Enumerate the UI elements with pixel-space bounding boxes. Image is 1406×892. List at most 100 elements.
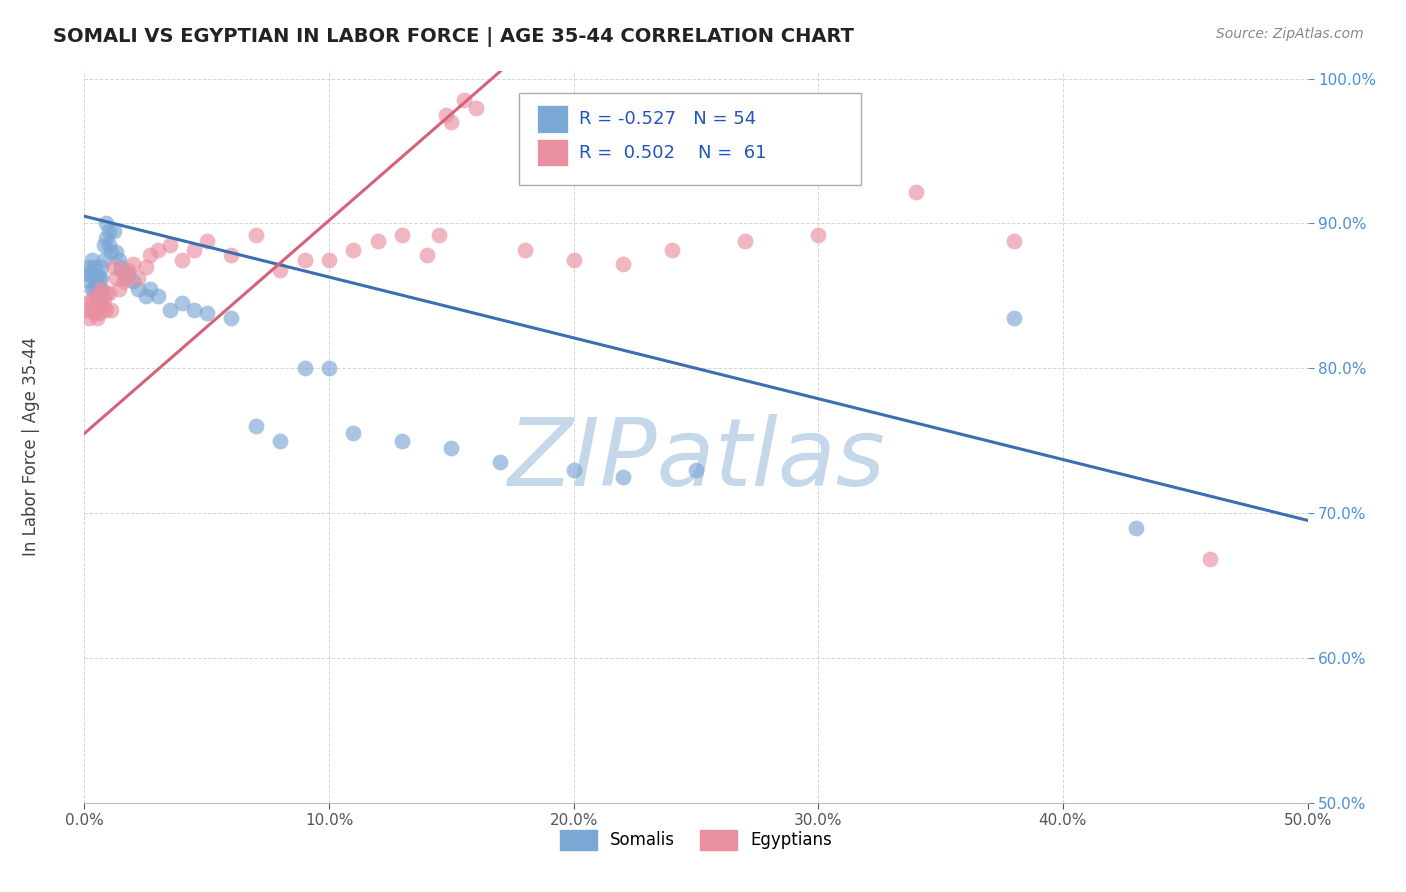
Point	[97, 238, 120, 252]
Point	[87, 306, 110, 320]
Text: ZIPatlas: ZIPatlas	[508, 414, 884, 505]
Point	[96, 285, 118, 300]
Point	[127, 282, 149, 296]
Point	[93, 252, 115, 267]
Point	[661, 243, 683, 257]
Point	[90, 282, 112, 296]
Point	[93, 238, 115, 252]
Point	[93, 292, 115, 306]
Point	[110, 260, 132, 274]
Point	[80, 282, 103, 296]
Point	[905, 185, 928, 199]
Point	[1002, 234, 1025, 248]
Point	[80, 292, 103, 306]
Point	[96, 303, 118, 318]
Point	[77, 310, 100, 325]
Point	[159, 303, 181, 318]
Point	[87, 285, 110, 300]
Point	[367, 234, 389, 248]
Point	[269, 434, 291, 448]
Point	[172, 296, 194, 310]
Point	[489, 455, 512, 469]
Point	[83, 260, 105, 274]
Text: R =  0.502    N =  61: R = 0.502 N = 61	[578, 144, 766, 161]
Point	[1198, 552, 1220, 566]
Legend: Somalis, Egyptians: Somalis, Egyptians	[554, 823, 838, 856]
Point	[139, 248, 162, 262]
Point	[86, 310, 108, 325]
Point	[464, 101, 486, 115]
Point	[612, 257, 634, 271]
Point	[86, 301, 108, 315]
Point	[807, 227, 830, 242]
Point	[77, 296, 100, 310]
Point	[195, 306, 218, 320]
Point	[87, 282, 110, 296]
Point	[562, 252, 585, 267]
Point	[115, 271, 138, 285]
Point	[219, 248, 242, 262]
Point	[436, 108, 458, 122]
Point	[318, 361, 340, 376]
Point	[391, 434, 413, 448]
Point	[80, 252, 103, 267]
Point	[112, 267, 135, 281]
Point	[440, 115, 463, 129]
Point	[734, 234, 756, 248]
Point	[107, 252, 129, 267]
Point	[117, 267, 139, 281]
Point	[90, 271, 112, 285]
Point	[562, 463, 585, 477]
Point	[83, 271, 105, 285]
Point	[391, 227, 413, 242]
Point	[1002, 310, 1025, 325]
Text: SOMALI VS EGYPTIAN IN LABOR FORCE | AGE 35-44 CORRELATION CHART: SOMALI VS EGYPTIAN IN LABOR FORCE | AGE …	[53, 27, 855, 46]
Point	[80, 267, 103, 281]
Point	[342, 426, 364, 441]
Point	[76, 303, 98, 318]
Point	[195, 234, 218, 248]
Point	[87, 292, 110, 306]
Point	[86, 277, 108, 292]
Point	[96, 231, 118, 245]
Point	[269, 262, 291, 277]
Point	[103, 224, 125, 238]
Point	[612, 470, 634, 484]
Point	[122, 274, 145, 288]
Point	[87, 296, 110, 310]
Text: R = -0.527   N = 54: R = -0.527 N = 54	[578, 110, 756, 128]
Point	[146, 289, 169, 303]
Point	[513, 243, 536, 257]
Point	[453, 93, 475, 107]
Point	[416, 248, 439, 262]
Point	[100, 245, 122, 260]
Point	[100, 303, 122, 318]
Point	[318, 252, 340, 267]
Point	[183, 303, 205, 318]
Point	[83, 282, 105, 296]
Point	[90, 301, 112, 315]
Point	[105, 245, 128, 260]
Point	[219, 310, 242, 325]
Point	[245, 419, 267, 434]
Point	[427, 227, 450, 242]
Point	[294, 252, 316, 267]
Point	[112, 274, 135, 288]
Point	[86, 292, 108, 306]
Point	[117, 262, 139, 277]
Point	[103, 260, 125, 274]
Point	[77, 260, 100, 274]
Point	[146, 243, 169, 257]
Point	[342, 243, 364, 257]
Point	[86, 267, 108, 281]
Point	[172, 252, 194, 267]
FancyBboxPatch shape	[519, 94, 860, 185]
Point	[90, 260, 112, 274]
Point	[83, 306, 105, 320]
Bar	[537, 105, 568, 133]
Point	[87, 271, 110, 285]
Point	[440, 441, 463, 455]
Point	[77, 274, 100, 288]
Point	[135, 260, 157, 274]
Point	[86, 289, 108, 303]
